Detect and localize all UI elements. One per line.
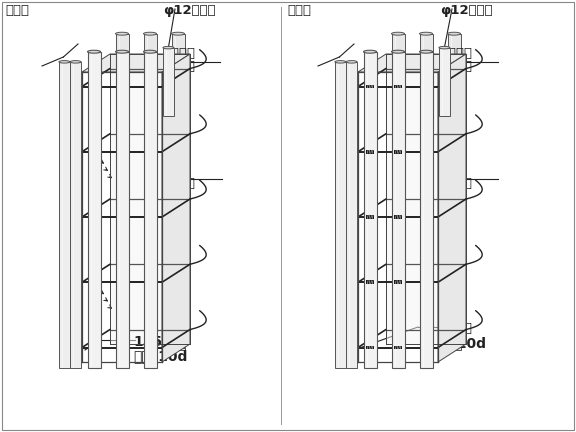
Ellipse shape	[419, 50, 433, 53]
Polygon shape	[116, 52, 128, 368]
Polygon shape	[70, 62, 81, 368]
Text: 节点笼筋: 节点笼筋	[163, 177, 195, 190]
Polygon shape	[386, 54, 466, 344]
Polygon shape	[172, 34, 184, 350]
Text: 笼筋点焊: 笼筋点焊	[163, 60, 195, 73]
Text: 平直段10d: 平直段10d	[133, 349, 187, 363]
Polygon shape	[59, 62, 70, 368]
Ellipse shape	[88, 50, 100, 53]
Ellipse shape	[116, 50, 128, 53]
Text: φ12钉筋段: φ12钉筋段	[440, 4, 492, 17]
Ellipse shape	[335, 60, 346, 63]
Polygon shape	[88, 52, 100, 368]
Text: 钉筋段与: 钉筋段与	[440, 47, 472, 60]
Polygon shape	[366, 280, 374, 284]
Ellipse shape	[163, 46, 174, 49]
Ellipse shape	[419, 32, 433, 35]
Polygon shape	[366, 346, 374, 349]
Text: 笼筋点焊: 笼筋点焊	[440, 60, 472, 73]
Polygon shape	[143, 34, 157, 350]
Ellipse shape	[439, 46, 450, 49]
Polygon shape	[392, 34, 404, 350]
Polygon shape	[392, 52, 404, 368]
Polygon shape	[366, 85, 374, 88]
Polygon shape	[395, 280, 401, 284]
Text: 柱纵筋: 柱纵筋	[287, 4, 311, 17]
Ellipse shape	[143, 32, 157, 35]
Polygon shape	[358, 54, 466, 72]
Polygon shape	[395, 85, 401, 88]
Polygon shape	[346, 62, 357, 368]
Ellipse shape	[143, 50, 157, 53]
Text: 节点笼筋: 节点笼筋	[440, 177, 472, 190]
Polygon shape	[395, 150, 401, 153]
Text: 柱纵筋: 柱纵筋	[5, 4, 29, 17]
Ellipse shape	[172, 32, 184, 35]
Polygon shape	[419, 52, 433, 368]
Polygon shape	[82, 54, 190, 72]
Text: 笼筋焊接: 笼筋焊接	[440, 322, 472, 335]
Polygon shape	[110, 54, 190, 344]
Ellipse shape	[448, 32, 460, 35]
Ellipse shape	[392, 50, 404, 53]
Polygon shape	[163, 48, 174, 115]
Text: φ12钉筋段: φ12钉筋段	[163, 4, 215, 17]
Ellipse shape	[363, 50, 377, 53]
Ellipse shape	[70, 60, 81, 63]
Text: 满焊10d: 满焊10d	[440, 336, 486, 350]
Ellipse shape	[346, 60, 357, 63]
Polygon shape	[395, 215, 401, 219]
Text: 135ᵒ弯勾: 135ᵒ弯勾	[133, 334, 185, 348]
Text: 钉筋段与: 钉筋段与	[163, 47, 195, 60]
Polygon shape	[448, 34, 460, 350]
Polygon shape	[366, 215, 374, 219]
Polygon shape	[162, 54, 190, 362]
Polygon shape	[143, 52, 157, 368]
Ellipse shape	[392, 32, 404, 35]
Polygon shape	[439, 48, 450, 115]
Polygon shape	[438, 54, 466, 362]
Ellipse shape	[116, 32, 128, 35]
Polygon shape	[419, 34, 433, 350]
Polygon shape	[363, 52, 377, 368]
Polygon shape	[395, 346, 401, 349]
Polygon shape	[116, 34, 128, 350]
Polygon shape	[366, 150, 374, 153]
Ellipse shape	[59, 60, 70, 63]
Polygon shape	[335, 62, 346, 368]
